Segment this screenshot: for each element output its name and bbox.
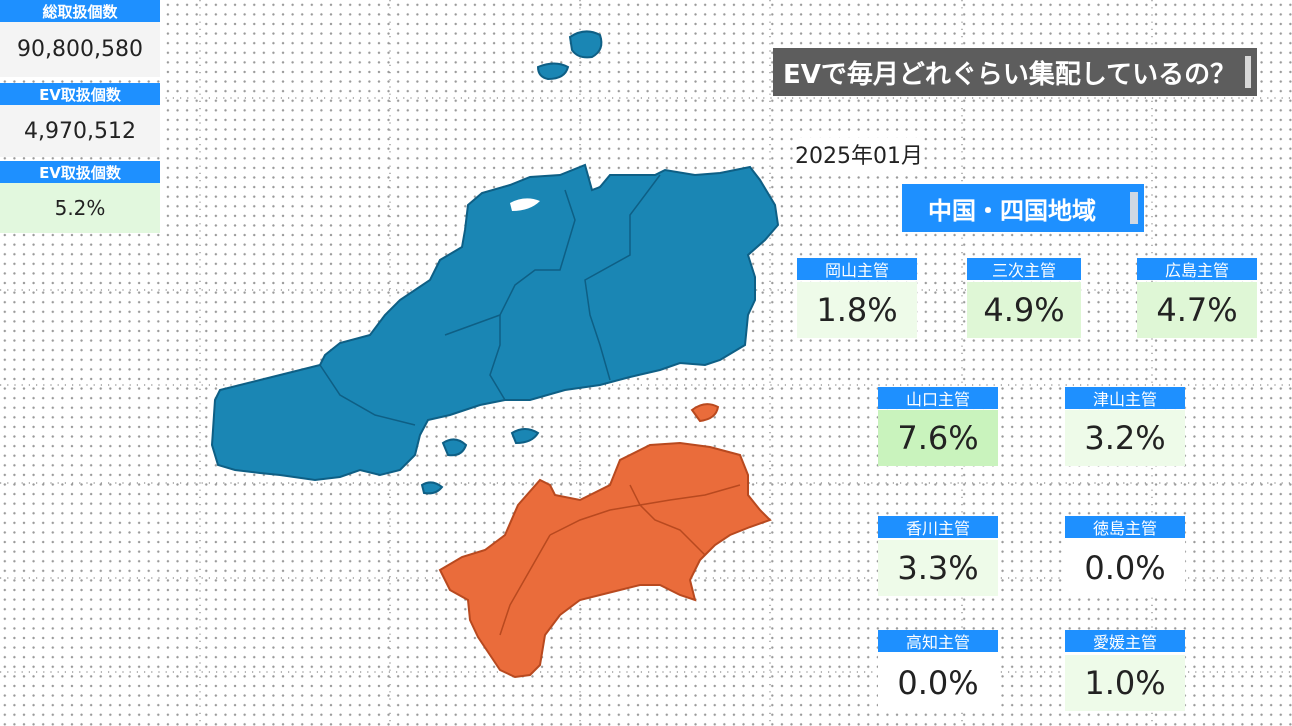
page-title-banner: EVで毎月どれぐらい集配しているの？ [773,48,1257,96]
lake-shinji [510,198,540,211]
card-tokushima-label: 徳島主管 [1065,516,1185,538]
region-name: 中国・四国地域 [928,196,1096,225]
inland-sea-island-1 [441,438,468,457]
card-hiroshima-value: 4.7% [1137,282,1257,338]
card-tokushima-value: 0.0% [1065,540,1185,596]
chugoku-prefecture-borders [319,174,661,426]
kpi-ev-count-value: 4,970,512 [0,105,160,157]
date-label: 2025年01月 [795,138,923,170]
kpi-ev-rate-value: 5.2% [0,183,160,233]
oki-island-small [536,62,570,81]
inland-sea-island-2 [510,428,540,445]
kpi-ev-count-label: EV取扱個数 [0,83,160,105]
chugoku-shikoku-map [210,30,780,679]
card-kagawa-value: 3.3% [878,540,998,596]
kpi-ev-rate-label: EV取扱個数 [0,161,160,183]
kpi-total-label: 総取扱個数 [0,0,160,22]
card-yamaguchi-label: 山口主管 [878,387,998,409]
title-bar-mark [1245,56,1251,88]
card-miyoshi-label: 三次主管 [967,258,1081,280]
card-tsuyama-value: 3.2% [1065,410,1185,466]
card-hiroshima-label: 広島主管 [1137,258,1257,280]
card-okayama-value: 1.8% [797,282,917,338]
chugoku-mainland [210,163,780,482]
page-title: EVで毎月どれぐらい集配しているの？ [783,59,1237,90]
card-yamaguchi-value: 7.6% [878,410,998,466]
card-okayama-label: 岡山主管 [797,258,917,280]
shikoku-island [438,441,772,679]
card-kagawa-label: 香川主管 [878,516,998,538]
card-kochi-value: 0.0% [878,655,998,711]
region-badge: 中国・四国地域 [902,184,1144,232]
shodoshima-island [690,403,720,423]
oki-island-large [568,30,603,59]
card-tsuyama-label: 津山主管 [1065,387,1185,409]
shikoku-prefecture-borders [499,484,741,636]
card-kochi-label: 高知主管 [878,630,998,652]
card-ehime-label: 愛媛主管 [1065,630,1185,652]
card-ehime-value: 1.0% [1065,655,1185,711]
kpi-total-value: 90,800,580 [0,22,160,77]
chugoku-region-shape [210,30,780,495]
inland-sea-island-3 [420,481,444,495]
card-miyoshi-value: 4.9% [967,282,1081,338]
shikoku-region-shape [438,441,772,679]
region-bar-mark [1130,192,1138,224]
